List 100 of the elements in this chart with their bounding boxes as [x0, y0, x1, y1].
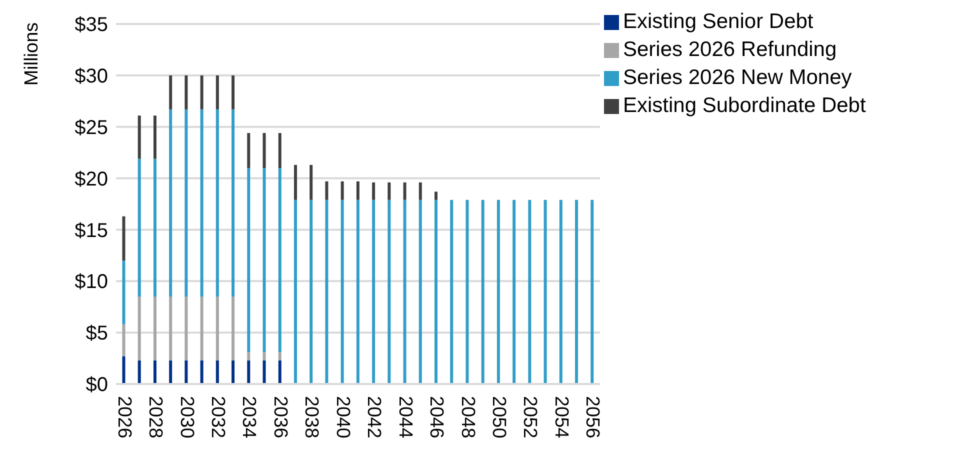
bar — [325, 181, 328, 200]
bar — [388, 200, 391, 384]
bar — [403, 182, 406, 200]
bar — [512, 200, 516, 384]
bar — [184, 75, 188, 110]
y-tick-label: $5 — [86, 322, 108, 345]
y-tick-label: $10 — [74, 271, 108, 294]
x-tick-label: 2034 — [238, 396, 260, 439]
x-tick-label: 2044 — [394, 396, 416, 439]
bar — [200, 75, 204, 110]
bar — [356, 181, 360, 200]
bar — [169, 360, 172, 384]
bar — [372, 182, 376, 200]
bar — [403, 200, 406, 384]
bar — [418, 182, 422, 200]
bar — [294, 164, 297, 200]
bar — [262, 168, 266, 352]
bar — [372, 200, 376, 384]
bar — [388, 182, 391, 200]
x-tick-label: 2030 — [176, 396, 197, 438]
bar — [138, 296, 141, 360]
bar — [466, 200, 469, 384]
legend-label: Series 2026 Refunding — [623, 38, 837, 61]
bar — [200, 360, 204, 384]
x-tick-label: 2048 — [456, 396, 478, 438]
bar — [294, 200, 297, 384]
bar — [138, 360, 141, 384]
bar — [262, 352, 266, 360]
bar — [544, 200, 547, 384]
bar — [216, 360, 219, 384]
bar — [418, 200, 422, 384]
bar — [200, 109, 204, 297]
bar — [122, 324, 126, 356]
x-tick-label: 2038 — [300, 396, 322, 438]
bar — [262, 133, 266, 168]
bar — [232, 109, 235, 297]
bar — [278, 133, 282, 168]
y-tick-label: $35 — [74, 14, 108, 36]
bar — [169, 109, 172, 297]
bar — [122, 356, 126, 384]
y-tick-label: $30 — [74, 66, 108, 88]
bar — [450, 200, 454, 384]
x-tick-label: 2050 — [488, 396, 510, 438]
bar — [528, 200, 532, 384]
y-tick-label: $25 — [74, 116, 108, 139]
bar — [169, 296, 172, 360]
bar — [153, 360, 156, 384]
x-tick-label: 2028 — [144, 396, 166, 438]
y-axis-title: Millions — [22, 22, 43, 86]
bar — [200, 296, 204, 360]
y-tick-label: $20 — [74, 168, 108, 190]
bar — [278, 352, 282, 360]
bar — [138, 158, 141, 297]
bar — [340, 200, 344, 384]
x-tick-label: 2052 — [519, 396, 540, 438]
bar — [340, 181, 344, 200]
y-tick-label: $0 — [86, 374, 108, 396]
bar — [232, 360, 235, 384]
bar — [216, 75, 219, 110]
bar — [481, 200, 484, 384]
bar — [184, 109, 188, 297]
bar — [575, 200, 578, 384]
x-tick-label: 2036 — [269, 396, 290, 438]
bar — [434, 192, 438, 200]
bar — [310, 200, 313, 384]
x-tick-label: 2026 — [113, 396, 134, 438]
bar — [216, 109, 219, 297]
y-tick-label: $15 — [74, 220, 108, 242]
bar — [122, 260, 126, 324]
bar — [247, 352, 250, 360]
bar — [184, 360, 188, 384]
bar — [184, 296, 188, 360]
bar — [310, 164, 313, 200]
bar — [496, 200, 500, 384]
x-tick-label: 2040 — [332, 396, 353, 438]
bar — [216, 296, 219, 360]
bar — [153, 296, 156, 360]
legend-label: Series 2026 New Money — [623, 66, 852, 89]
x-tick-label: 2054 — [550, 396, 572, 439]
bar — [278, 360, 282, 384]
legend-label: Existing Subordinate Debt — [623, 94, 866, 117]
bar — [247, 133, 250, 168]
bar — [559, 200, 562, 384]
bar — [356, 200, 360, 384]
legend-label: Existing Senior Debt — [623, 10, 814, 33]
bar — [434, 200, 438, 384]
bar — [325, 200, 328, 384]
bar — [232, 75, 235, 110]
x-tick-label: 2042 — [363, 396, 384, 438]
x-tick-label: 2046 — [426, 396, 447, 438]
bar — [278, 168, 282, 352]
bar — [153, 116, 156, 159]
x-tick-label: 2056 — [582, 396, 603, 438]
bar — [262, 360, 266, 384]
bar — [247, 360, 250, 384]
bar — [153, 158, 156, 297]
bar — [122, 216, 126, 261]
bar — [232, 296, 235, 360]
bar — [590, 200, 594, 384]
x-tick-label: 2032 — [206, 396, 228, 438]
